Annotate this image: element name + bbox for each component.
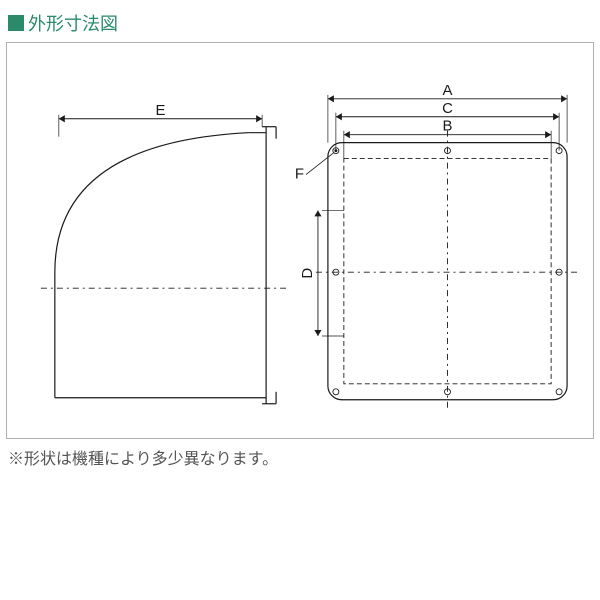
svg-text:E: E: [155, 102, 165, 119]
svg-text:D: D: [299, 268, 316, 279]
title-square-icon: [8, 15, 24, 31]
title-text: 外形寸法図: [28, 10, 118, 36]
svg-text:C: C: [442, 100, 453, 117]
section-title: 外形寸法図: [6, 6, 594, 42]
svg-text:B: B: [443, 118, 453, 135]
footer-note: ※形状は機種により多少異なります。: [6, 439, 594, 469]
diagram-frame: E ACB D F: [6, 42, 594, 439]
dimension-drawing: E ACB D F: [7, 43, 593, 438]
svg-text:F: F: [295, 166, 304, 183]
svg-text:A: A: [443, 82, 453, 99]
